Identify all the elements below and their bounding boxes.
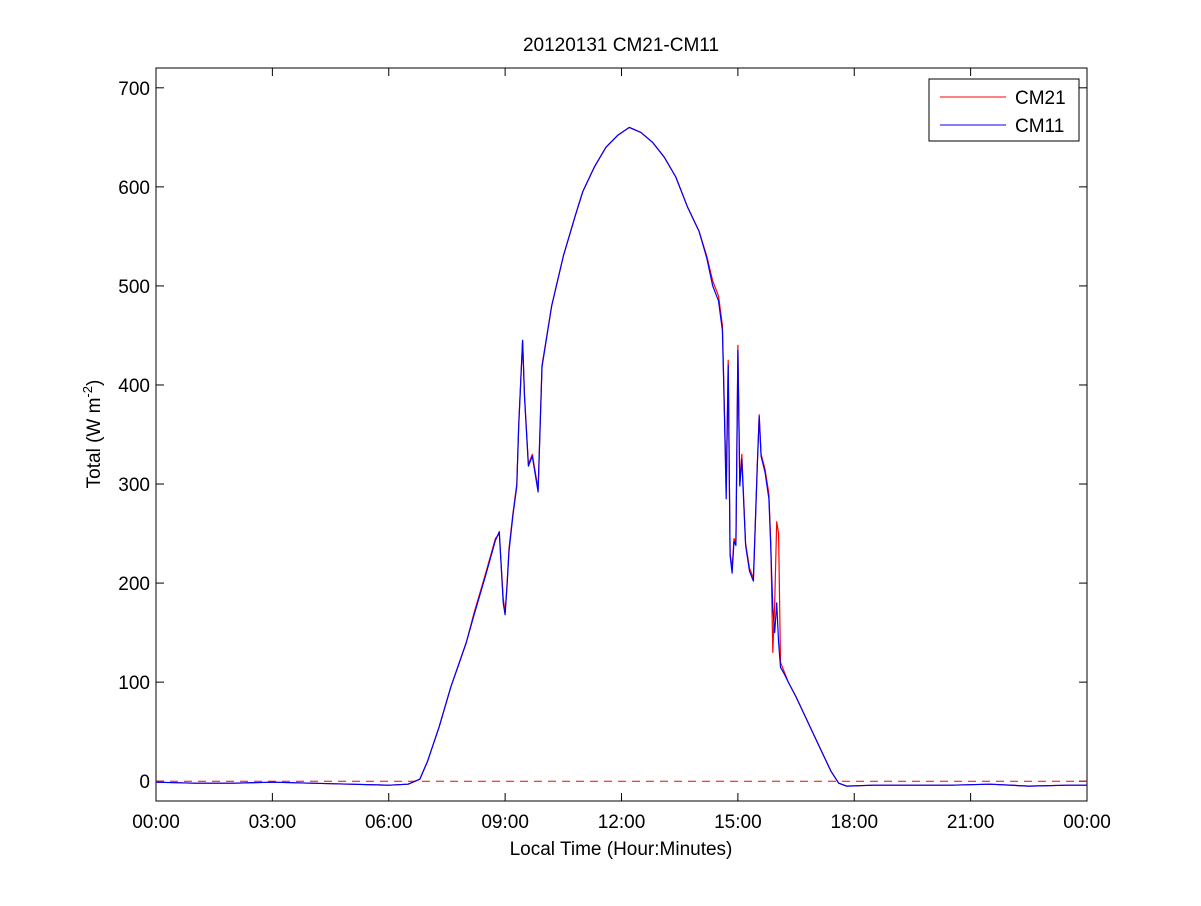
x-tick-label: 00:00 <box>132 812 180 833</box>
y-axis-ticks: 0 100 200 300 400 500 600 700 <box>118 79 1087 793</box>
legend-label-cm21: CM21 <box>1015 88 1066 109</box>
x-axis-ticks: 00:00 03:00 06:00 09:00 12:00 15:00 18:00 21:00… <box>132 68 1111 833</box>
x-axis-label: Local Time (Hour:Minutes) <box>510 839 733 860</box>
y-axis-label-main: Total (W m <box>84 398 105 489</box>
y-tick-label: 700 <box>118 79 150 100</box>
chart-title: 20120131 CM21-CM11 <box>523 35 719 56</box>
series-lines <box>155 126 1087 787</box>
x-tick-label: 00:00 <box>1063 812 1111 833</box>
legend-label-cm11: CM11 <box>1015 116 1064 137</box>
y-tick-label: 600 <box>118 178 150 199</box>
y-tick-label: 300 <box>118 475 150 496</box>
legend-box <box>928 78 1080 142</box>
x-tick-label: 06:00 <box>365 812 413 833</box>
y-axis-label-superscript: -2 <box>80 386 95 398</box>
x-tick-label: 15:00 <box>714 812 762 833</box>
y-axis-label: Total (W m-2) <box>80 380 105 489</box>
y-tick-label: 500 <box>118 277 150 298</box>
x-tick-label: 21:00 <box>947 812 995 833</box>
y-tick-label: 100 <box>118 673 150 694</box>
plot-area <box>155 67 1088 802</box>
x-tick-label: 18:00 <box>830 812 878 833</box>
x-tick-label: 09:00 <box>481 812 529 833</box>
y-axis-label-close: ) <box>84 380 105 386</box>
y-tick-label: 200 <box>118 574 150 595</box>
x-tick-label: 03:00 <box>249 812 297 833</box>
x-tick-label: 12:00 <box>598 812 646 833</box>
series-line-cm11 <box>155 126 1087 787</box>
y-tick-label: 400 <box>118 376 150 397</box>
legend: CM21 CM11 <box>928 78 1080 142</box>
y-tick-label: 0 <box>139 772 150 793</box>
